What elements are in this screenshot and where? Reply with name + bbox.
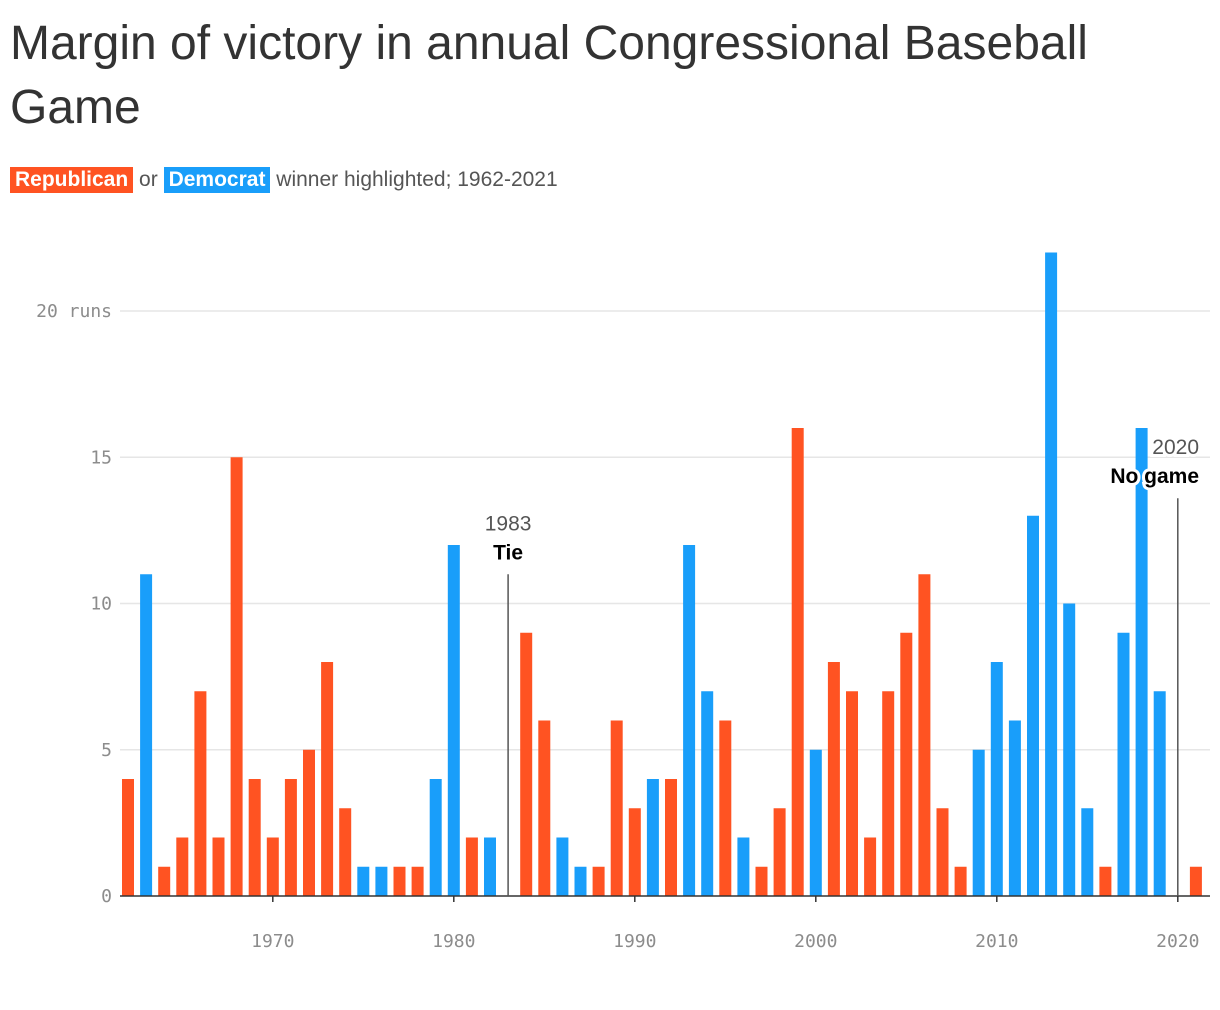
bar-1973 <box>321 662 334 896</box>
bar-1969 <box>248 779 261 896</box>
bar-2010 <box>990 662 1003 896</box>
bar-1994 <box>701 691 714 896</box>
x-tick-label: 1990 <box>613 931 656 952</box>
annotation-label: No game <box>1110 465 1199 488</box>
bar-1963 <box>140 574 153 896</box>
bar-1990 <box>628 808 641 896</box>
chart-title: Margin of victory in annual Congressiona… <box>10 17 1088 134</box>
bar-2019 <box>1153 691 1166 896</box>
y-tick-label: 20 runs <box>36 301 112 322</box>
subtitle-rest-text: winner highlighted; 1962-2021 <box>276 168 558 191</box>
bar-2014 <box>1063 603 1076 896</box>
bar-1986 <box>556 837 569 896</box>
annotation-year: 2020 <box>1152 436 1199 459</box>
bar-1997 <box>755 866 768 896</box>
bar-2013 <box>1045 252 1058 896</box>
bar-2009 <box>972 749 985 896</box>
bar-2015 <box>1081 808 1094 896</box>
bar-1967 <box>212 837 225 896</box>
bar-1970 <box>266 837 279 896</box>
bar-2011 <box>1008 720 1021 896</box>
bar-1962 <box>122 779 134 896</box>
bar-1980 <box>447 545 460 896</box>
bar-1981 <box>465 837 478 896</box>
bar-1992 <box>665 779 677 896</box>
bar-1995 <box>719 720 732 896</box>
bar-2012 <box>1027 515 1039 896</box>
bar-1998 <box>773 808 786 896</box>
bar-2016 <box>1099 866 1112 896</box>
y-tick-label: 10 <box>90 594 112 615</box>
bar-1999 <box>791 428 804 896</box>
bar-1976 <box>375 866 388 896</box>
bar-1989 <box>610 720 623 896</box>
bar-2007 <box>936 808 949 896</box>
bar-1978 <box>411 866 424 896</box>
bar-1965 <box>176 837 189 896</box>
bar-1971 <box>284 779 297 896</box>
bar-1988 <box>592 866 605 896</box>
bar-2000 <box>809 749 822 896</box>
bar-2002 <box>846 691 858 896</box>
x-tick-label: 1970 <box>251 931 294 952</box>
y-tick-label: 15 <box>90 447 112 468</box>
x-tick-label: 2010 <box>975 931 1018 952</box>
bar-1966 <box>194 691 207 896</box>
bar-1972 <box>303 749 315 896</box>
bar-1987 <box>574 866 587 896</box>
annotations: 1983 Tie 2020 No game <box>482 433 1202 896</box>
bar-1977 <box>393 866 406 896</box>
bar-2005 <box>900 632 913 896</box>
bar-1968 <box>230 457 243 896</box>
republican-legend-chip: Republican <box>10 167 134 193</box>
chart-subtitle: Republican or Democrat winner highlighte… <box>10 166 558 194</box>
y-tick-label: 5 <box>101 740 112 761</box>
bar-2018 <box>1135 428 1148 896</box>
y-tick-label: 0 <box>101 886 112 907</box>
democrat-legend-chip: Democrat <box>163 167 271 193</box>
bar-1984 <box>520 632 533 896</box>
axes: 0 5 10 15 20 runs 1970 1980 1990 2000 2010 2020 <box>36 301 1210 952</box>
annotation-year: 1983 <box>485 512 532 535</box>
bar-2021 <box>1189 866 1202 896</box>
bar-2017 <box>1117 632 1130 896</box>
bar-1996 <box>737 837 750 896</box>
bar-1985 <box>538 720 551 896</box>
bars <box>122 252 1202 896</box>
bar-1991 <box>646 779 659 896</box>
bar-2003 <box>864 837 877 896</box>
bar-1993 <box>683 545 696 896</box>
bar-2006 <box>918 574 931 896</box>
bar-1964 <box>158 866 171 896</box>
subtitle-or-text: or <box>139 168 158 191</box>
annotation-label: Tie <box>493 541 523 564</box>
bar-2008 <box>954 866 967 896</box>
bar-2001 <box>827 662 840 896</box>
bar-1979 <box>429 779 442 896</box>
x-tick-label: 1980 <box>432 931 475 952</box>
bar-1975 <box>357 866 370 896</box>
x-tick-label: 2000 <box>794 931 837 952</box>
bar-2004 <box>882 691 895 896</box>
bar-1982 <box>484 837 496 896</box>
bar-1974 <box>339 808 352 896</box>
x-tick-label: 2020 <box>1156 931 1199 952</box>
